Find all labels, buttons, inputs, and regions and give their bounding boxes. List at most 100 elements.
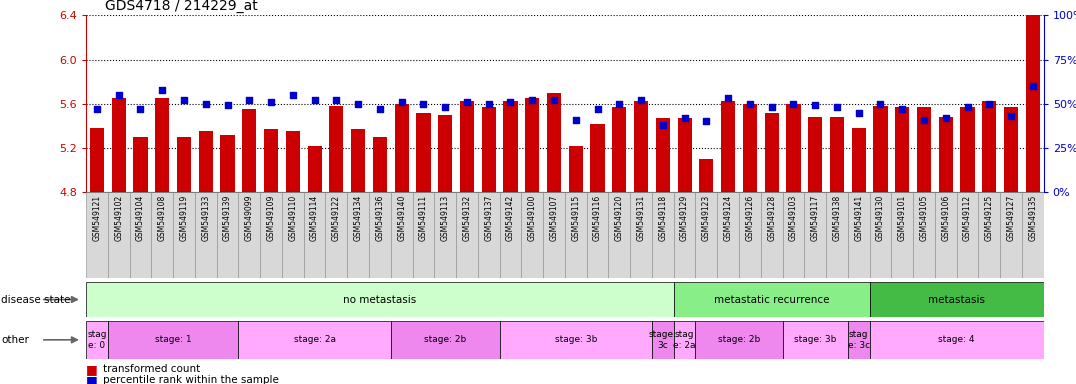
Bar [957,192,978,278]
Bar [522,192,543,278]
Bar [86,321,108,359]
Bar [395,104,409,192]
Bar [412,192,435,278]
Bar [591,124,605,192]
Bar [586,192,608,278]
Text: GSM549103: GSM549103 [789,195,798,241]
Bar [1022,192,1044,278]
Bar [631,192,652,278]
Text: GDS4718 / 214229_at: GDS4718 / 214229_at [105,0,258,13]
Text: GSM549106: GSM549106 [942,195,950,241]
Bar [348,192,369,278]
Bar [978,192,1001,278]
Text: GSM549130: GSM549130 [876,195,884,241]
Text: ■: ■ [86,363,98,376]
Text: GSM549122: GSM549122 [331,195,341,241]
Bar [478,192,499,278]
Point [916,116,933,122]
Text: stag
e: 2a: stag e: 2a [674,330,696,349]
Text: GSM549133: GSM549133 [201,195,210,241]
Text: GSM549105: GSM549105 [920,195,929,241]
Bar [674,192,695,278]
Bar [869,321,1044,359]
Point [241,97,258,103]
Point [458,99,476,105]
Point [197,101,214,107]
Point [589,106,606,112]
Bar [308,146,322,192]
Bar [86,282,674,317]
Point [829,104,846,110]
Text: stag
e: 3c: stag e: 3c [848,330,869,349]
Bar [499,192,522,278]
Text: GSM549110: GSM549110 [288,195,297,241]
Text: GSM549125: GSM549125 [985,195,994,241]
Point [306,97,323,103]
Bar [155,98,169,192]
Bar [808,117,822,192]
Text: GSM549117: GSM549117 [810,195,820,241]
Bar [547,93,561,192]
Bar [391,192,412,278]
Text: GSM549136: GSM549136 [376,195,384,241]
Text: GSM549112: GSM549112 [963,195,972,241]
Bar [612,107,626,192]
Bar [372,137,387,192]
Bar [108,192,129,278]
Bar [938,117,953,192]
Text: GSM549142: GSM549142 [506,195,515,241]
Bar [782,321,848,359]
Text: stage: 3b: stage: 3b [554,335,597,344]
Bar [1001,192,1022,278]
Point [154,86,171,93]
Bar [239,192,260,278]
Bar [914,192,935,278]
Text: GSM549115: GSM549115 [571,195,580,241]
Bar [303,192,325,278]
Bar [456,192,478,278]
Bar [655,118,670,192]
Bar [260,192,282,278]
Bar [216,192,239,278]
Bar [742,104,758,192]
Bar [678,118,692,192]
Bar [695,192,718,278]
Bar [569,146,583,192]
Point [784,101,802,107]
Text: GSM549119: GSM549119 [180,195,188,241]
Bar [525,98,539,192]
Point [218,103,236,109]
Bar [286,131,300,192]
Point [546,97,563,103]
Bar [152,192,173,278]
Bar [90,128,104,192]
Bar [765,113,779,192]
Text: stage: 2b: stage: 2b [424,335,466,344]
Point [937,115,954,121]
Bar [652,321,674,359]
Text: GSM549116: GSM549116 [593,195,603,241]
Text: GSM549109: GSM549109 [267,195,275,241]
Text: transformed count: transformed count [103,364,200,374]
Text: GSM549099: GSM549099 [245,195,254,241]
Text: GSM549114: GSM549114 [310,195,320,241]
Bar [543,192,565,278]
Point [415,101,433,107]
Text: GSM549129: GSM549129 [680,195,689,241]
Text: GSM549138: GSM549138 [833,195,841,241]
Bar [199,131,213,192]
Bar [329,106,343,192]
Point [132,106,150,112]
Bar [830,117,844,192]
Bar [282,192,303,278]
Text: GSM549127: GSM549127 [1006,195,1016,241]
Text: GSM549134: GSM549134 [354,195,363,241]
Text: GSM549101: GSM549101 [897,195,907,241]
Point [720,95,737,101]
Bar [133,137,147,192]
Text: GSM549108: GSM549108 [158,195,167,241]
Bar [718,192,739,278]
Bar [721,101,735,192]
Text: GSM549102: GSM549102 [114,195,124,241]
Point [437,104,454,110]
